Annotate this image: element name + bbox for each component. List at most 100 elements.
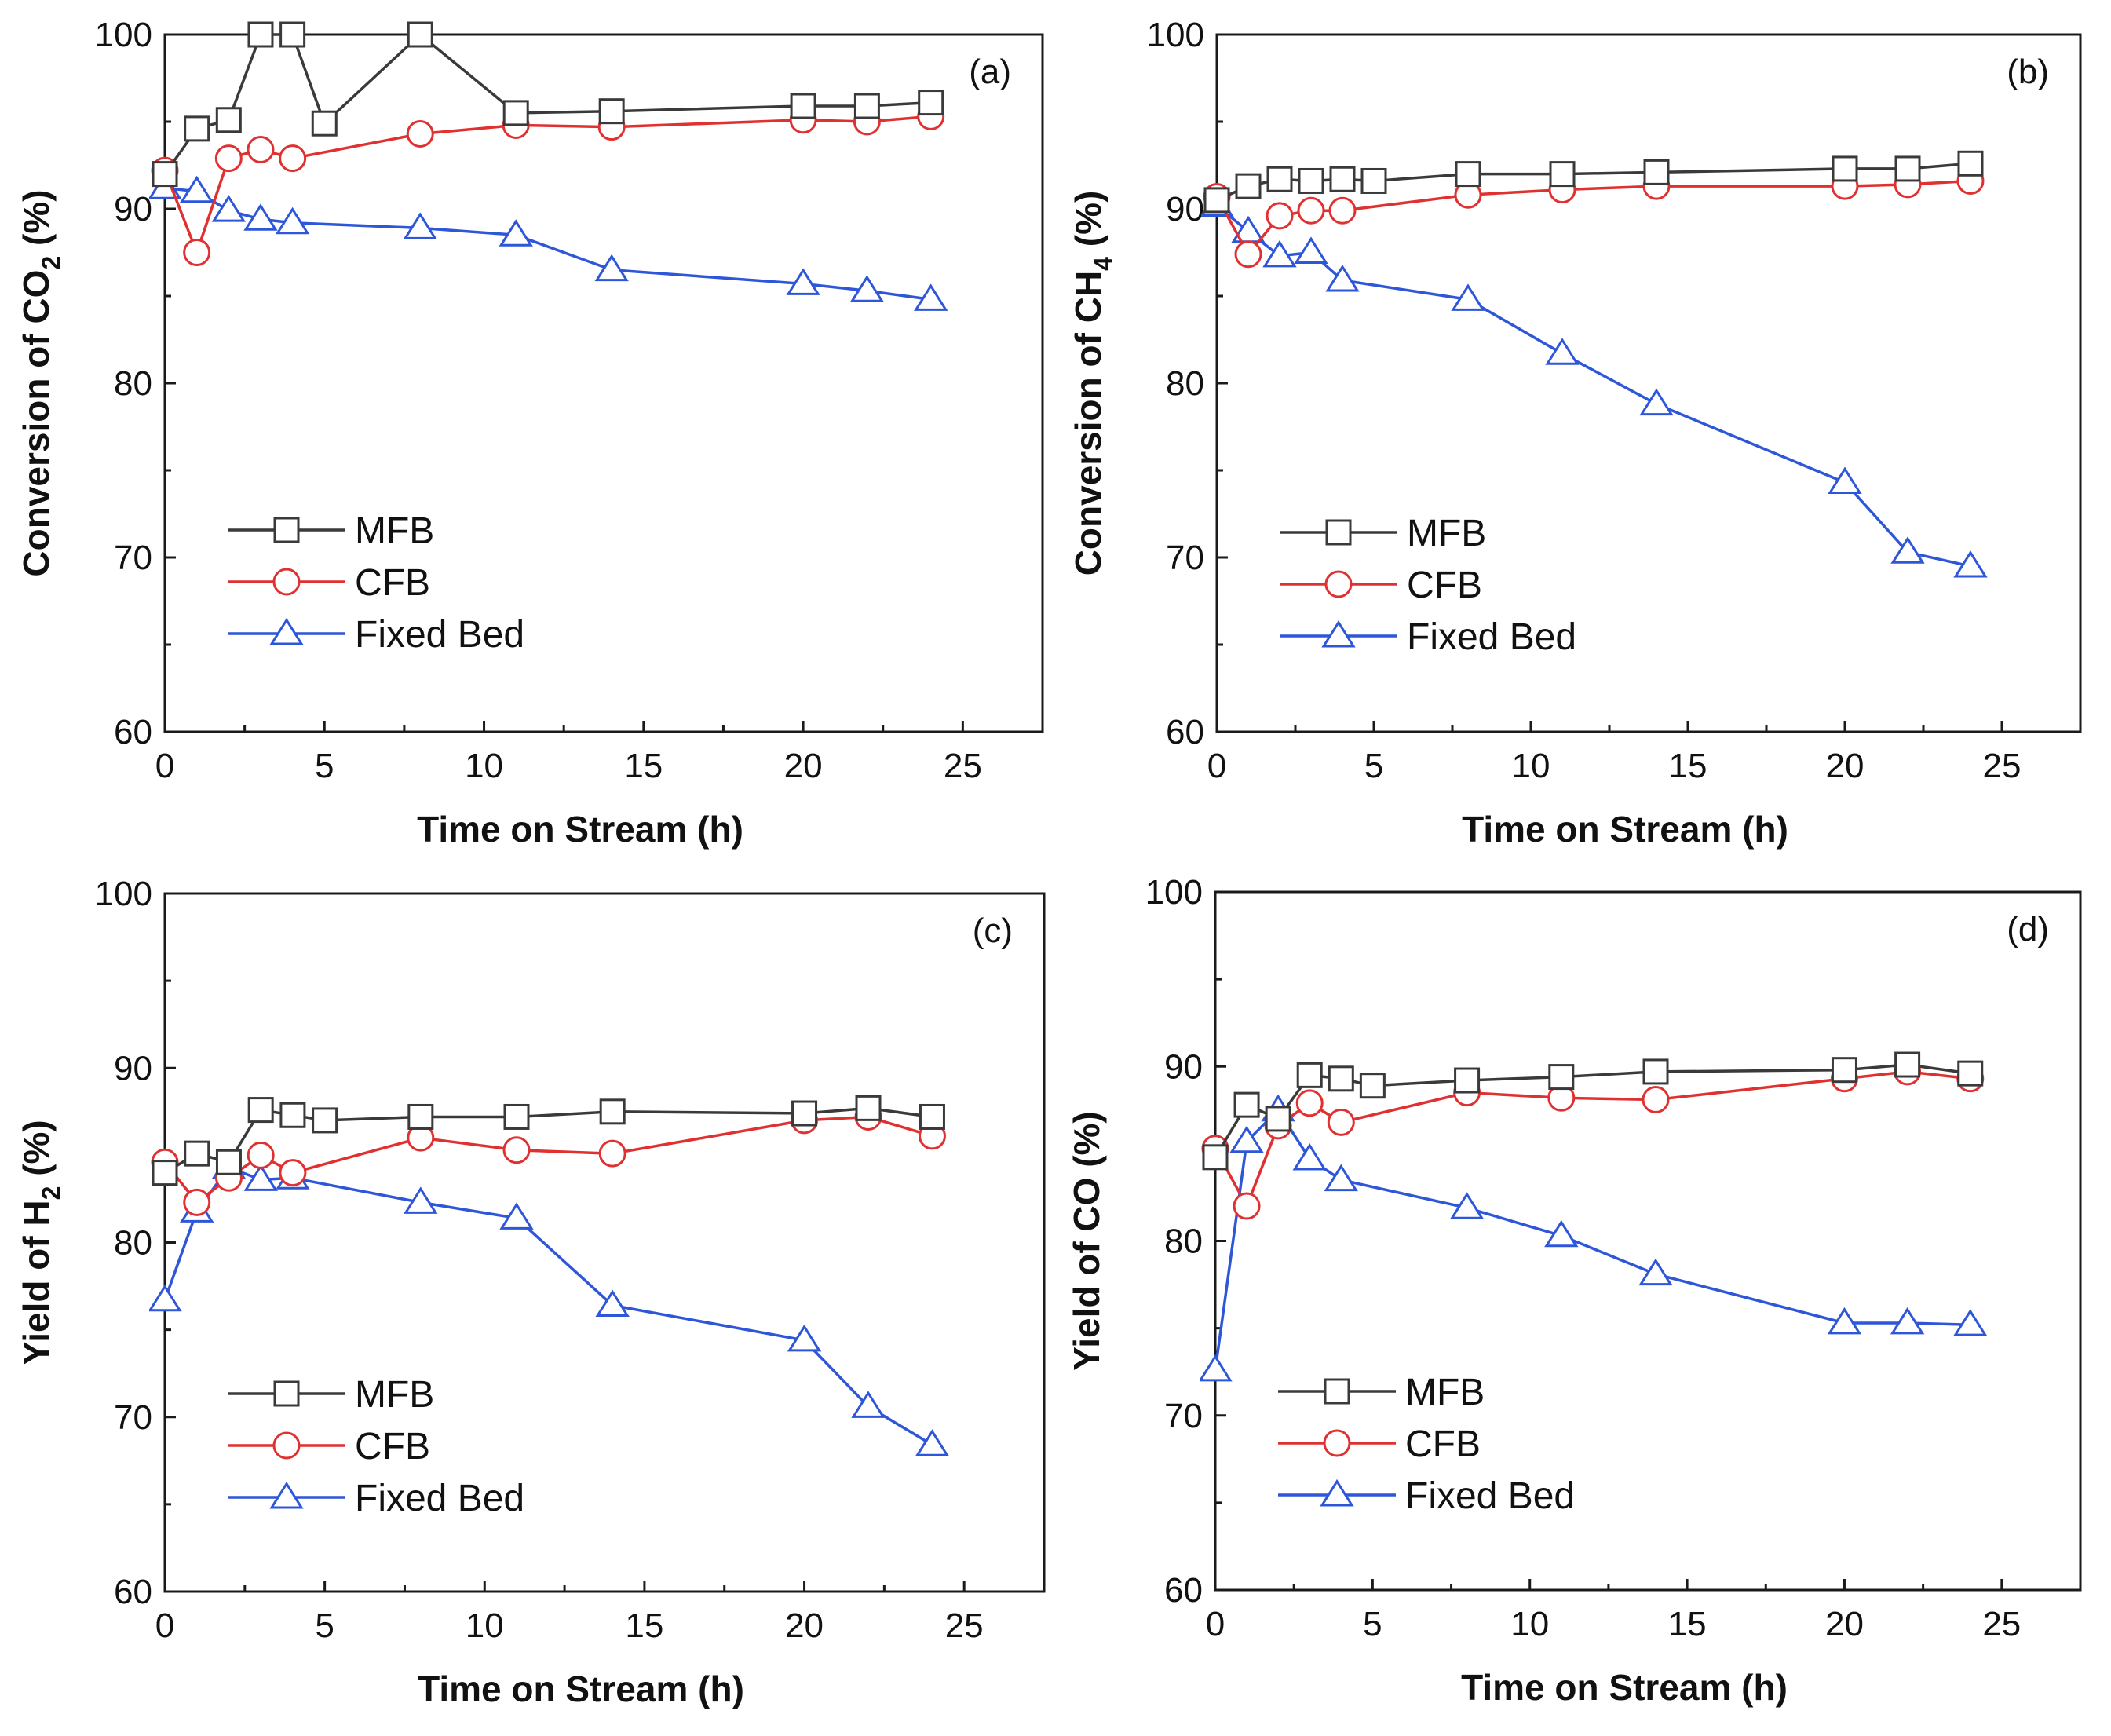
panel-a-legend-marker xyxy=(272,568,301,596)
panel-d-x-tick-label: 0 xyxy=(1206,1605,1225,1643)
panel-a: 0 5 10 15 20 25 60 70 80 90 100 Time on Stream (h) C… xyxy=(16,16,1044,850)
panel-d-x-tick-label: 15 xyxy=(1668,1605,1707,1643)
panel-c-point-mfb xyxy=(215,1149,242,1175)
panel-d-point-fixed-bed xyxy=(1890,1307,1925,1335)
panel-c-x-tick-label: 15 xyxy=(625,1606,663,1645)
panel-c-point-mfb xyxy=(503,1103,530,1130)
panel-c-point-mfb xyxy=(919,1103,945,1130)
panel-c-y-tick-label: 70 xyxy=(114,1398,152,1437)
panel-a-legend-marker xyxy=(269,617,304,645)
panel-c-legend: MFB CFB Fixed Bed xyxy=(228,1374,524,1519)
panel-a-legend-label: Fixed Bed xyxy=(355,614,524,656)
panel-d-x-axis-title: Time on Stream (h) xyxy=(1461,1667,1788,1708)
panel-c-point-cfb xyxy=(183,1188,211,1216)
panel-c-point-fixed-bed xyxy=(787,1324,822,1352)
panel-c-y-axis-title-subscript: 2 xyxy=(37,1186,65,1201)
panel-b-point-fixed-bed xyxy=(1890,536,1925,564)
panel-b-x-tick-label: 20 xyxy=(1826,747,1864,785)
panel-b-point-mfb xyxy=(1235,173,1262,199)
panel-c-legend-marker xyxy=(272,1431,301,1460)
panel-a-point-mfb xyxy=(853,93,880,119)
panel-d-point-mfb xyxy=(1548,1064,1575,1091)
panel-a-point-cfb xyxy=(247,136,275,164)
panel-a-x-tick-label: 25 xyxy=(944,747,982,785)
panel-b: 0 5 10 15 20 25 60 70 80 90 100 Time on Stream (h) C… xyxy=(1068,16,2082,850)
panel-a-y-tick-label: 80 xyxy=(114,364,152,403)
panel-a-point-fixed-bed xyxy=(594,254,629,282)
panel-a-y-axis-title-subscript: 2 xyxy=(37,256,65,270)
panel-d-x-tick-label: 20 xyxy=(1825,1605,1864,1643)
panel-b-legend-label: MFB xyxy=(1407,513,1486,554)
panel-c-legend-marker xyxy=(273,1380,300,1407)
panel-c-point-cfb xyxy=(502,1136,531,1164)
panel-a-point-mfb xyxy=(184,115,210,142)
panel-d-y-axis-title: Yield of CO (%) xyxy=(1066,1111,1107,1371)
panel-b-point-mfb xyxy=(1455,161,1481,188)
panel-b-legend-label: CFB xyxy=(1407,565,1482,606)
panel-a-x-tick-label: 0 xyxy=(155,747,174,785)
panel-c-point-fixed-bed xyxy=(851,1391,886,1418)
panel-d-legend-label: MFB xyxy=(1405,1372,1485,1413)
panel-d-x-tick-label: 25 xyxy=(1982,1605,2021,1643)
panel-d-x-tick-label: 5 xyxy=(1363,1605,1382,1643)
panel-b-point-mfb xyxy=(1360,167,1387,194)
panel-c-y-tick-label: 80 xyxy=(114,1224,152,1263)
panel-c-x-tick-label: 10 xyxy=(466,1606,504,1645)
panel-a-x-tick-label: 5 xyxy=(315,747,334,785)
panel-a-point-mfb xyxy=(407,21,433,48)
panel-d-x-tick-label: 10 xyxy=(1510,1605,1549,1643)
panel-c-y-tick-label: 100 xyxy=(95,875,152,913)
panel-b-y-tick-label: 80 xyxy=(1166,364,1204,403)
panel-b-legend-marker xyxy=(1321,619,1356,648)
panel-c-point-fixed-bed xyxy=(499,1202,534,1230)
panel-c-legend-label: CFB xyxy=(355,1426,430,1467)
panel-a-point-fixed-bed xyxy=(211,195,246,222)
panel-d-legend-label: Fixed Bed xyxy=(1405,1475,1575,1517)
panel-b-point-fixed-bed xyxy=(1294,236,1328,264)
panel-a-point-fixed-bed xyxy=(914,283,948,311)
panel-d-point-fixed-bed xyxy=(1324,1164,1358,1192)
panel-b-x-tick-label: 0 xyxy=(1207,747,1226,785)
panel-b-point-mfb xyxy=(1894,155,1921,182)
panel-a-legend-marker xyxy=(273,517,300,543)
panel-c-series-mfb xyxy=(152,1095,945,1186)
panel-a-point-fixed-bed xyxy=(275,206,310,235)
panel-d-y-tick-label: 80 xyxy=(1164,1223,1203,1261)
panel-d-point-fixed-bed xyxy=(1544,1219,1579,1248)
panel-d-point-fixed-bed xyxy=(1200,1354,1233,1382)
panel-d: 0 5 10 15 20 25 60 70 80 90 100 Time on Stream (h) Y… xyxy=(1066,873,2082,1708)
panel-c-legend-label: MFB xyxy=(355,1374,434,1416)
panel-b-series-mfb xyxy=(1203,150,1984,214)
panel-c-panel-label: (c) xyxy=(973,912,1013,950)
panel-a-y-tick-label: 70 xyxy=(114,539,152,577)
panel-b-point-fixed-bed xyxy=(1953,550,1988,578)
panel-c-legend-marker xyxy=(269,1481,304,1509)
panel-b-x-tick-label: 10 xyxy=(1512,747,1550,785)
panel-a-point-mfb xyxy=(279,21,306,48)
panel-b-point-fixed-bed xyxy=(1325,264,1360,292)
panel-b-point-mfb xyxy=(1298,167,1324,194)
panel-c-point-cfb xyxy=(279,1159,307,1187)
panel-c-point-fixed-bed xyxy=(404,1186,438,1214)
panel-a-point-mfb xyxy=(918,90,944,116)
panel-a-x-axis-title: Time on Stream (h) xyxy=(417,809,743,850)
panel-a-point-fixed-bed xyxy=(403,212,437,239)
panel-c-point-cfb xyxy=(247,1141,275,1169)
panel-c-y-axis-title-unit: (%) xyxy=(16,1120,57,1186)
panel-c-legend-label: Fixed Bed xyxy=(355,1478,524,1519)
panel-b-point-mfb xyxy=(1957,150,1984,177)
panel-a-panel-label: (a) xyxy=(969,53,1011,91)
panel-a-point-mfb xyxy=(247,21,274,48)
panel-b-legend-marker xyxy=(1324,570,1353,598)
panel-d-point-fixed-bed xyxy=(1292,1142,1327,1171)
panel-d-point-mfb xyxy=(1296,1062,1323,1088)
panel-c-point-mfb xyxy=(247,1097,274,1124)
panel-b-point-fixed-bed xyxy=(1639,388,1674,416)
panel-a-x-tick-label: 15 xyxy=(624,747,663,785)
panel-a-point-mfb xyxy=(598,98,625,125)
panel-d-series-fixed-bed xyxy=(1200,1094,1988,1382)
panel-c-x-axis-title: Time on Stream (h) xyxy=(418,1668,744,1709)
panel-c-point-mfb xyxy=(599,1098,626,1125)
